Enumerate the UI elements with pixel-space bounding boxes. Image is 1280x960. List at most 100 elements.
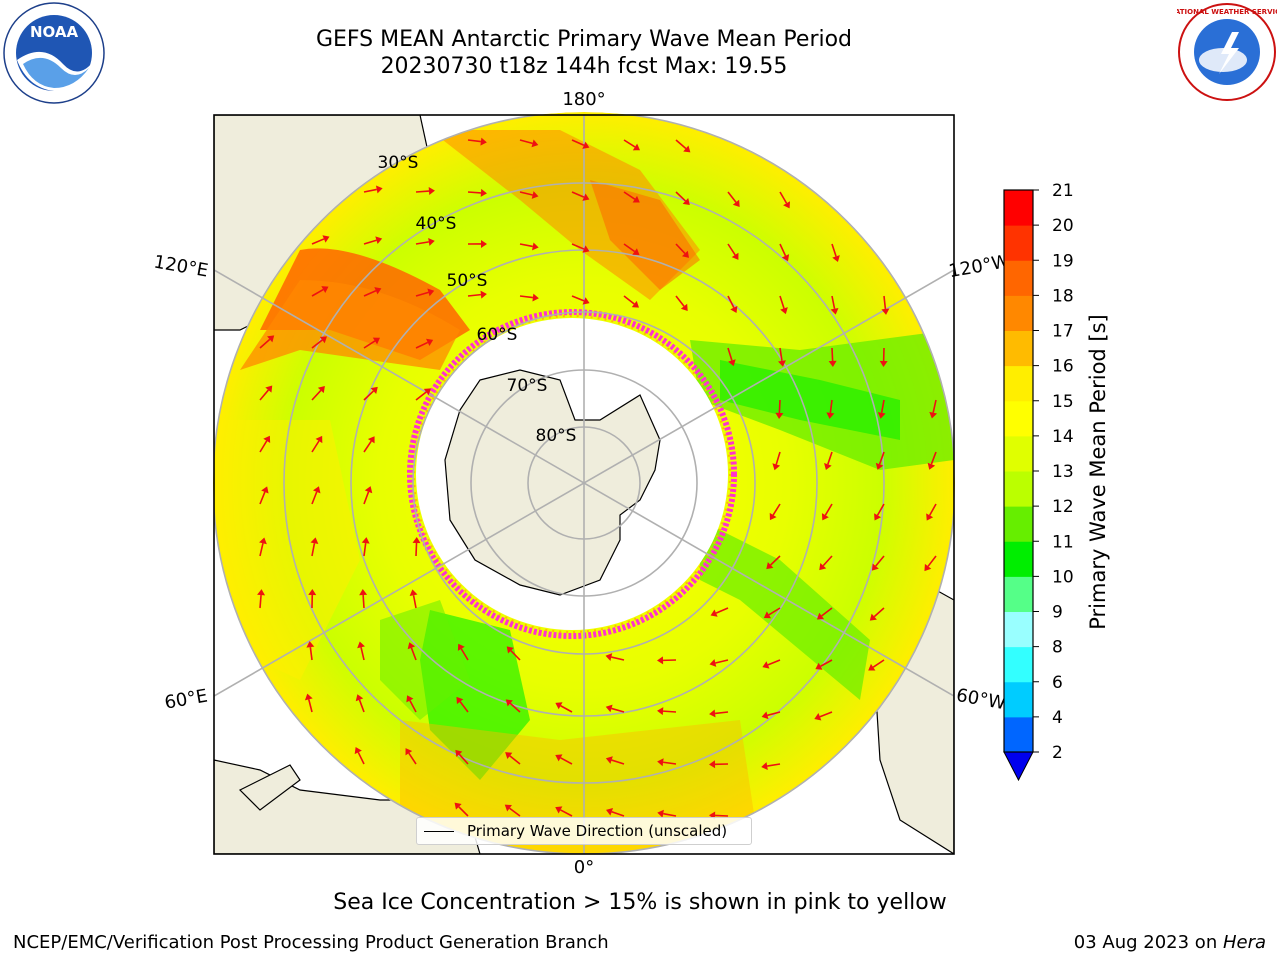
wave-arrow — [311, 288, 324, 297]
wave-arrow-head — [367, 436, 375, 444]
wave-arrow-head — [555, 806, 563, 814]
lat-label-60s: 60°S — [477, 325, 518, 345]
lat-label-30s: 30°S — [378, 153, 419, 173]
wave-arrow-head — [830, 307, 839, 315]
colorbar-segment — [1004, 365, 1033, 402]
wave-arrow-head — [657, 656, 664, 665]
wave-arrow-head — [426, 338, 434, 347]
wave-arrow-head — [709, 659, 717, 667]
wave-arrow — [458, 806, 469, 817]
colorbar-segment — [1004, 541, 1033, 577]
wave-arrow — [467, 191, 482, 194]
wave-arrow-head — [632, 248, 640, 255]
wave-arrow — [663, 812, 677, 817]
wave-arrow-head — [405, 748, 413, 756]
wave-arrow-head — [355, 694, 364, 702]
colorbar-tick-label: 9 — [1052, 603, 1063, 623]
wave-arrow — [623, 295, 635, 305]
wave-arrow-head — [816, 612, 825, 620]
wave-arrow-head — [761, 711, 769, 720]
wave-arrow — [560, 705, 573, 713]
wave-arrow-head — [259, 537, 267, 545]
wave-arrow — [779, 243, 787, 257]
wave-arrow — [714, 814, 729, 817]
wave-arrow-head — [728, 359, 736, 367]
wave-arrow — [259, 389, 269, 401]
wave-arrow-head — [828, 360, 837, 367]
wave-arrow-head — [357, 641, 365, 649]
wave-arrow-head — [783, 201, 791, 209]
wave-arrow — [571, 139, 585, 146]
colorbar-extend-arrow — [1003, 751, 1034, 782]
wave-arrow — [510, 650, 521, 661]
colorbar-segment — [1004, 611, 1033, 648]
wave-arrow — [259, 338, 271, 349]
wave-arrow — [560, 809, 573, 817]
wave-arrow — [829, 399, 833, 413]
wave-arrow — [675, 295, 685, 307]
wave-arrow-head — [555, 754, 563, 762]
wave-arrow-head — [732, 199, 740, 207]
wave-arrow — [715, 607, 729, 614]
colorbar-segment — [1004, 471, 1033, 507]
wave-arrow-head — [315, 435, 323, 444]
wave-arrow-head — [605, 653, 613, 661]
wave-arrow — [767, 659, 781, 666]
wave-arrow-head — [480, 188, 487, 197]
wave-arrow-head — [321, 286, 329, 294]
sea-ice-edge — [407, 309, 737, 639]
colorbar-tick-label: 21 — [1052, 181, 1074, 201]
wave-arrow-head — [709, 760, 716, 769]
wave-arrow-head — [881, 308, 890, 315]
wave-arrow — [768, 607, 781, 616]
wave-arrow-head — [731, 252, 739, 260]
colorbar-segment — [1004, 260, 1033, 296]
colorbar-segment — [1004, 190, 1033, 226]
wave-arrow-head — [423, 388, 431, 396]
noaa-logo: NOAA — [3, 2, 105, 104]
wave-arrow-head — [927, 462, 936, 470]
wave-arrow-head — [730, 305, 738, 313]
wave-arrow — [415, 391, 427, 401]
colorbar-segment — [1004, 646, 1033, 683]
wave-arrow-head — [505, 752, 513, 760]
wave-arrow — [415, 291, 429, 297]
wave-arrow — [415, 241, 429, 245]
lon-label-120e: 120°E — [152, 251, 210, 281]
wave-arrow — [363, 390, 374, 401]
colorbar-tick-label: 11 — [1052, 532, 1074, 552]
wave-arrow-head — [375, 185, 383, 194]
wave-arrow-head — [409, 589, 418, 596]
wave-arrow — [727, 295, 735, 308]
wave-arrow-head — [605, 756, 613, 764]
wave-arrow — [519, 295, 534, 299]
wave-arrow — [675, 191, 687, 202]
wave-arrow-head — [769, 512, 777, 521]
wave-arrow — [509, 807, 521, 817]
wave-arrow — [467, 293, 482, 297]
wave-arrow — [571, 191, 585, 198]
wave-arrow-head — [762, 661, 770, 669]
wave-arrow-head — [814, 713, 822, 721]
wave-arrow — [408, 752, 417, 765]
wave-arrow — [831, 295, 836, 309]
wave-arrow — [770, 555, 781, 566]
wave-arrow — [715, 659, 729, 664]
wave-arrow-head — [582, 297, 590, 305]
wave-arrow — [308, 699, 313, 713]
wave-arrow-head — [682, 198, 690, 206]
nws-logo: NATIONAL WEATHER SERVICE — [1177, 3, 1277, 101]
wave-arrow — [509, 755, 521, 765]
wave-arrow — [675, 139, 687, 150]
wave-arrow-head — [681, 250, 689, 258]
wave-arrow-head — [455, 749, 463, 757]
lat-label-40s: 40°S — [416, 214, 457, 234]
wave-arrow — [571, 295, 585, 302]
wave-arrow-head — [480, 137, 487, 146]
wave-arrow-head — [815, 662, 823, 670]
colorbar-tick-label: 20 — [1052, 216, 1074, 236]
wave-arrow — [358, 699, 365, 713]
wave-arrow — [459, 701, 469, 713]
lon-label-60w: 60°W — [955, 685, 1008, 714]
wave-arrow-head — [780, 307, 788, 315]
